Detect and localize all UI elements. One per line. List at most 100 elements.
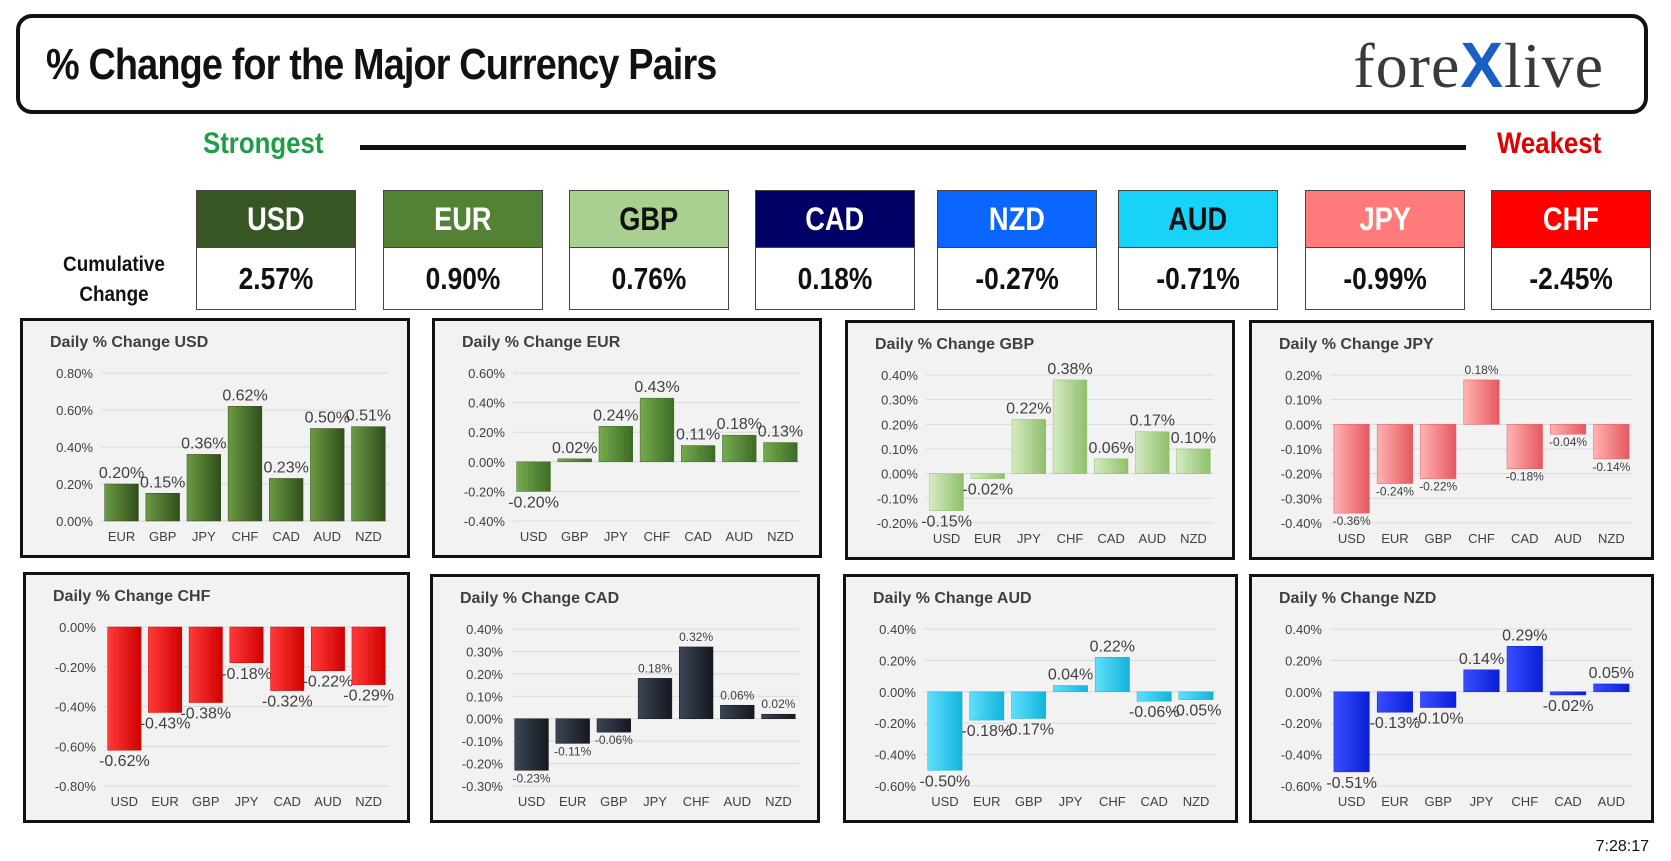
x-tick-label: EUR <box>973 794 1000 809</box>
y-tick-label: 0.40% <box>879 622 916 637</box>
x-tick-label: JPY <box>1017 531 1041 546</box>
y-tick-label: 0.60% <box>468 366 505 381</box>
bar-chf <box>1094 657 1130 693</box>
x-tick-label: CAD <box>1554 794 1581 809</box>
y-tick-label: 0.20% <box>1285 368 1322 383</box>
cumulative-value: -0.27% <box>938 248 1096 310</box>
data-label: 0.18% <box>1464 363 1498 377</box>
data-label: 0.22% <box>1090 638 1135 655</box>
x-tick-label: NZD <box>355 529 382 544</box>
bar-jpy <box>1011 419 1046 474</box>
chart-panel-5: Daily % Change CAD -0.30% -0.20% -0.10% 0.00… <box>430 574 820 823</box>
data-label: -0.14% <box>1592 460 1630 474</box>
y-tick-label: -0.40% <box>1281 748 1323 763</box>
currency-code: USD <box>197 191 355 248</box>
y-tick-label: -0.20% <box>875 716 917 731</box>
x-tick-label: EUR <box>151 794 178 809</box>
x-tick-label: CAD <box>1097 531 1124 546</box>
x-tick-label: EUR <box>559 794 586 809</box>
bar-usd <box>514 718 549 771</box>
x-tick-label: AUD <box>724 794 751 809</box>
chart-panel-2: Daily % Change GBP -0.20% -0.10% 0.00% 0.10%… <box>845 320 1235 560</box>
x-tick-label: EUR <box>1381 794 1408 809</box>
x-tick-label: GBP <box>1015 794 1042 809</box>
bar-gbp <box>145 493 180 522</box>
y-tick-label: 0.00% <box>1285 685 1322 700</box>
y-tick-label: 0.40% <box>881 368 918 383</box>
cumulative-value-text: 0.76% <box>611 261 687 296</box>
y-tick-label: 0.20% <box>468 425 505 440</box>
currency-code-text: CAD <box>805 200 865 237</box>
data-label: -0.18% <box>1506 470 1544 484</box>
currency-card-chf: CHF -2.45% <box>1491 190 1651 310</box>
bar-cad <box>1094 458 1129 474</box>
chart-panel-6: Daily % Change AUD -0.60% -0.40% -0.20% 0.00… <box>843 574 1238 823</box>
bar-chf <box>639 397 675 463</box>
y-tick-label: -0.40% <box>875 748 917 763</box>
chart-title: Daily % Change USD <box>50 334 208 351</box>
y-tick-label: -0.20% <box>464 484 506 499</box>
bar-aud <box>310 626 345 671</box>
data-label: 0.22% <box>1006 400 1051 417</box>
bar-chf <box>1463 379 1500 425</box>
x-tick-label: GBP <box>600 794 627 809</box>
y-tick-label: -0.20% <box>877 516 919 531</box>
bar-jpy <box>1463 669 1500 693</box>
y-tick-label: 0.00% <box>881 467 918 482</box>
data-label: 0.20% <box>99 465 144 482</box>
data-label: -0.50% <box>920 773 971 790</box>
x-tick-label: CAD <box>272 529 299 544</box>
data-label: 0.06% <box>720 688 754 702</box>
bar-usd <box>929 473 964 511</box>
cumulative-value-text: 0.18% <box>797 261 873 296</box>
bar-eur <box>970 473 1005 479</box>
currency-code-text: NZD <box>989 200 1045 237</box>
y-tick-label: 0.00% <box>59 620 96 635</box>
chart-svg: Daily % Change AUD -0.60% -0.40% -0.20% 0.00… <box>873 590 1222 809</box>
bar-cad <box>681 445 716 463</box>
cumulative-value: -0.71% <box>1119 248 1277 310</box>
data-label: 0.02% <box>761 697 795 711</box>
data-label: 0.17% <box>1130 413 1175 430</box>
data-label: 0.05% <box>1589 665 1634 682</box>
y-tick-label: 0.00% <box>1285 417 1322 432</box>
bar-nzd <box>351 426 386 522</box>
bar-nzd <box>1178 691 1214 700</box>
chart-panel-0: Daily % Change USD 0.00% 0.20% 0.40% 0.60% 0.… <box>20 318 410 558</box>
chart-title: Daily % Change JPY <box>1279 336 1434 353</box>
currency-card-jpy: JPY -0.99% <box>1305 190 1465 310</box>
cumulative-value: 2.57% <box>197 248 355 310</box>
y-tick-label: 0.00% <box>56 514 93 529</box>
currency-code-text: AUD <box>1168 200 1228 237</box>
y-tick-label: 0.40% <box>468 396 505 411</box>
cumulative-value-text: -2.45% <box>1529 261 1613 296</box>
data-label: -0.51% <box>1326 775 1377 792</box>
chart-svg: Daily % Change CHF -0.80% -0.60% -0.40% -0.2… <box>53 588 394 809</box>
chart-panel-4: Daily % Change CHF -0.80% -0.60% -0.40% -0.2… <box>23 572 410 823</box>
x-tick-label: CHF <box>1057 531 1084 546</box>
currency-card-gbp: GBP 0.76% <box>569 190 729 310</box>
bar-jpy <box>229 626 264 664</box>
chart-panel-1: Daily % Change EUR -0.40% -0.20% 0.00% 0.20%… <box>432 318 822 558</box>
data-label: 0.13% <box>758 424 803 441</box>
bar-eur <box>104 483 139 522</box>
bar-gbp <box>1420 424 1457 479</box>
currency-card-cad: CAD 0.18% <box>755 190 915 310</box>
y-tick-label: 0.20% <box>881 417 918 432</box>
x-tick-label: AUD <box>314 794 341 809</box>
data-label: -0.11% <box>554 744 591 758</box>
chart-panel-7: Daily % Change NZD -0.60% -0.40% -0.20% 0.00… <box>1249 574 1654 823</box>
currency-code: CAD <box>756 191 914 248</box>
data-label: -0.05% <box>1171 703 1222 720</box>
x-tick-label: GBP <box>149 529 176 544</box>
bar-jpy <box>598 426 633 463</box>
currency-code: CHF <box>1492 191 1650 248</box>
x-tick-label: JPY <box>643 794 667 809</box>
timestamp: 7:28:17 <box>1595 838 1649 855</box>
currency-code: EUR <box>384 191 542 248</box>
chart-title: Daily % Change CAD <box>460 590 619 607</box>
data-label: -0.22% <box>303 674 354 691</box>
ranking-divider <box>360 145 1466 150</box>
bar-aud <box>310 428 345 522</box>
weakest-label: Weakest <box>1497 127 1602 160</box>
